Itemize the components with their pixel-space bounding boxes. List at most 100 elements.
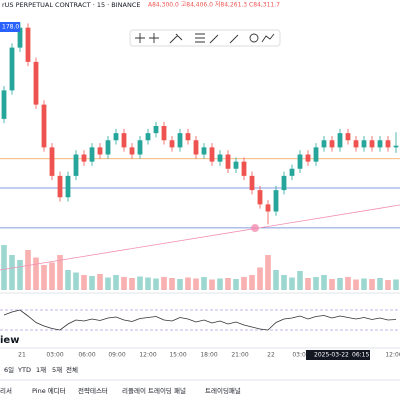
volume-bar: [193, 278, 199, 290]
toolbar-icons: [135, 33, 275, 44]
volume-bar: [201, 277, 207, 290]
candle-body: [57, 175, 63, 198]
bottom-tab[interactable]: Pine 에디터: [32, 386, 66, 395]
candle-body: [305, 154, 311, 162]
candle-body: [233, 161, 239, 169]
volume-bar: [169, 278, 175, 290]
time-label: 18:00: [200, 352, 217, 359]
time-label: 12:00: [385, 352, 400, 359]
candle-body: [377, 140, 383, 148]
volume-bar: [305, 278, 311, 290]
volume-bar: [105, 277, 111, 290]
logo: iew: [0, 335, 19, 346]
volume-bar: [161, 277, 167, 290]
candle-body: [313, 147, 319, 162]
time-label: 15:00: [169, 352, 186, 359]
crosshair-clock: 06:15: [352, 352, 369, 359]
candle-body: [289, 168, 295, 176]
candle-body: [121, 133, 127, 148]
volume-bar: [9, 255, 15, 290]
candle-body: [9, 47, 15, 91]
candle-body: [345, 133, 351, 141]
volume-bar: [273, 270, 279, 290]
volume-bar: [225, 278, 231, 290]
bottom-tab[interactable]: 전략테스터: [78, 386, 108, 395]
candle-body: [329, 140, 335, 148]
volume-bar: [249, 275, 255, 290]
crosshair-date: 2025-03-22: [314, 352, 349, 359]
candle-body: [41, 104, 47, 148]
volume-bar: [361, 278, 367, 290]
plot: [0, 22, 400, 331]
time-label: 06:00: [78, 352, 95, 359]
volume-bar: [281, 275, 287, 290]
symbol: rUS PERPETUAL CONTRACT · 15 · BINANCE: [2, 1, 141, 9]
candle-body: [169, 140, 175, 148]
volume-bar: [41, 265, 47, 290]
bottom-tab[interactable]: 리서: [0, 386, 12, 395]
time-label: 21: [18, 352, 26, 359]
range-button[interactable]: 6일: [4, 365, 14, 374]
volume-bar: [329, 279, 335, 290]
range-button[interactable]: 5재: [52, 366, 62, 374]
volume-bar: [57, 255, 63, 290]
bottom-tab[interactable]: 리플레이 트레이딩 패널: [122, 386, 186, 395]
volume-bar: [209, 279, 215, 290]
volume-bar: [89, 276, 95, 290]
candle-body: [137, 140, 143, 155]
trend-anchor: [251, 224, 259, 232]
ohlc: A84,300.0 고84,406.0 저84,261.3 C84,311.7: [148, 1, 280, 9]
candle-body: [1, 90, 7, 119]
bottom-tab[interactable]: 트레이딩패널: [205, 386, 241, 395]
volume-bar: [337, 278, 343, 290]
candle-body: [249, 175, 255, 191]
candle-body: [105, 140, 111, 155]
time-label: 21:00: [231, 352, 248, 359]
volume-bar: [217, 278, 223, 290]
candle-body: [161, 126, 167, 141]
volume-bar: [121, 277, 127, 290]
volume-bar: [185, 277, 191, 290]
candle-body: [113, 133, 119, 141]
volume-bar: [297, 271, 303, 290]
candle-body: [33, 61, 39, 105]
volume-bar: [25, 250, 31, 290]
time-label: 12:00: [139, 352, 156, 359]
candle-body: [217, 154, 223, 162]
candle-body: [49, 147, 55, 176]
volume-bar: [17, 260, 23, 290]
candle-body: [297, 154, 303, 169]
time-label: 22: [267, 352, 275, 359]
candle-body: [281, 175, 287, 191]
volume-bar: [137, 276, 143, 290]
volume-bar: [33, 257, 39, 290]
candle-body: [209, 147, 215, 162]
drawing-toolbar[interactable]: [129, 29, 281, 47]
volume-bar: [353, 279, 359, 290]
candle-body: [185, 133, 191, 141]
candle-body: [353, 140, 359, 148]
range-button[interactable]: YTD: [17, 366, 31, 374]
volume-bar: [153, 278, 159, 290]
range-button[interactable]: 1재: [36, 366, 46, 374]
candle-body: [321, 140, 327, 148]
range-button[interactable]: 전체: [66, 365, 78, 374]
volume-bar: [345, 277, 351, 290]
volume-bar: [233, 279, 239, 290]
volume-bar: [241, 277, 247, 290]
crosshair-time-box: [306, 350, 370, 360]
volume-bar: [65, 270, 71, 290]
candle-body: [193, 140, 199, 155]
candle-body: [153, 126, 159, 134]
candle-body: [361, 140, 367, 148]
candle-body: [257, 190, 263, 205]
candle-body: [89, 147, 95, 162]
candle-body: [201, 147, 207, 155]
candle-body: [97, 147, 103, 155]
rsi-line: [3, 309, 397, 331]
candle-body: [65, 175, 71, 198]
candle-body: [129, 147, 135, 155]
candle-body: [25, 27, 31, 62]
price-tag: 178.0: [2, 24, 19, 31]
